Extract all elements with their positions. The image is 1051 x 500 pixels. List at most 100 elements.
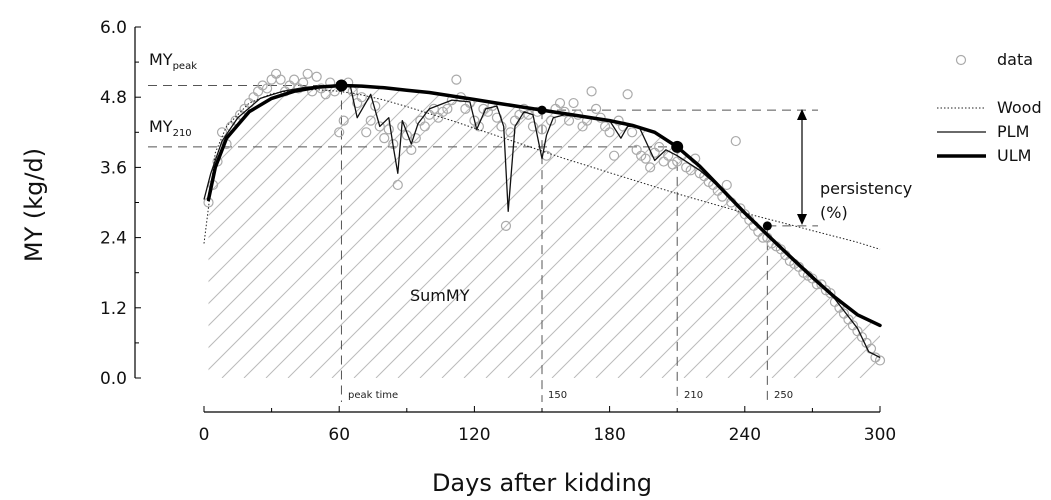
- hatch-line-19: [221, 85, 583, 378]
- x-tick-label-3: 180: [593, 425, 625, 445]
- hatch-line-49: [882, 18, 1051, 378]
- x-tick-label-0: 0: [199, 425, 210, 445]
- y-tick-label-4: 4.8: [100, 88, 127, 108]
- data-point-26: [320, 89, 331, 100]
- hatch-line-42: [727, 85, 881, 378]
- data-point-30: [338, 115, 349, 126]
- x-tick-label-1: 60: [328, 425, 350, 445]
- hatch-line-14: [208, 85, 473, 378]
- summy-label: SumMY: [410, 286, 470, 305]
- hatch-line-25: [353, 85, 715, 378]
- data-point-67: [505, 127, 516, 138]
- data-point-89: [604, 127, 615, 138]
- axes: [134, 27, 880, 413]
- hatch-line-11: [208, 85, 407, 378]
- data-point-24: [311, 71, 322, 82]
- legend: data Wood PLM ULM: [937, 50, 1042, 165]
- hatch-line-50: [904, 18, 1051, 378]
- my-210-sub: 210: [173, 128, 192, 139]
- data-point-98: [645, 162, 656, 173]
- data-point-138: [825, 288, 836, 299]
- my-peak-sub: peak: [173, 61, 198, 72]
- hatch-line-56: [1036, 18, 1051, 378]
- data-point-10: [248, 92, 259, 103]
- hatch-line-55: [1014, 18, 1051, 378]
- data-point-94: [627, 127, 638, 138]
- data-point-78: [554, 97, 566, 109]
- data-point-90: [609, 150, 620, 161]
- y-tick-label-0: 0.0: [100, 369, 127, 389]
- hatch-line-16: [208, 85, 517, 378]
- legend-plm-label: PLM: [997, 122, 1029, 141]
- my-peak-base: MY: [149, 50, 173, 69]
- hatch-line-17: [208, 85, 539, 378]
- hatch-line-9: [208, 85, 363, 378]
- hatch-line-32: [507, 85, 869, 378]
- hatch-line-12: [208, 85, 429, 378]
- hatch-line-44: [771, 85, 881, 378]
- x-axis-title: Days after kidding: [432, 469, 652, 497]
- hatch-line-37: [617, 85, 881, 378]
- data-point-46: [410, 133, 421, 144]
- data-point-42: [392, 179, 403, 191]
- hatch-line-36: [595, 85, 881, 378]
- highlight-point-0: [335, 79, 348, 92]
- hatch-line-27: [397, 85, 759, 378]
- hatch-line-38: [639, 85, 881, 378]
- data-point-83: [577, 121, 588, 132]
- marker-150-label: 150: [548, 390, 567, 401]
- persistency-arrow-head-down: [797, 214, 807, 225]
- persistency-arrow-head-up: [797, 109, 807, 120]
- x-ticks: 0 60 120 180 240 300: [199, 406, 896, 445]
- hatch-line-46: [815, 85, 881, 378]
- data-point-60: [473, 121, 485, 132]
- my-210-base: MY: [149, 117, 173, 136]
- legend-data-label: data: [997, 50, 1033, 69]
- summy-hatched-area: [208, 18, 1051, 378]
- data-point-100: [654, 141, 665, 153]
- hatch-line-8: [208, 85, 341, 378]
- hatch-line-48: [859, 85, 881, 378]
- data-point-14: [266, 74, 277, 85]
- data-point-81: [568, 97, 579, 109]
- hatch-line-45: [793, 85, 881, 378]
- data-point-65: [496, 121, 507, 132]
- data-point-93: [622, 89, 633, 100]
- data-point-34: [356, 92, 367, 103]
- legend-wood-label: Wood: [997, 98, 1042, 117]
- data-point-101: [658, 156, 669, 167]
- hatch-line-21: [265, 85, 627, 378]
- data-point-48: [419, 121, 430, 132]
- data-point-72: [527, 121, 539, 132]
- data-point-74: [536, 124, 548, 135]
- legend-ulm-label: ULM: [997, 146, 1031, 165]
- y-tick-label-5: 6.0: [100, 18, 127, 38]
- data-point-86: [590, 103, 602, 115]
- data-point-85: [586, 86, 597, 97]
- peak-time-label: peak time: [348, 390, 398, 401]
- x-tick-label-5: 300: [864, 425, 896, 445]
- my-210-label: MY210: [149, 117, 192, 139]
- persistency-label-line1: persistency: [820, 179, 912, 198]
- hatch-line-53: [970, 18, 1051, 378]
- data-point-97: [640, 153, 651, 164]
- persistency-arrow: [797, 109, 807, 225]
- hatch-line-26: [375, 85, 737, 378]
- hatch-line-18: [208, 85, 561, 378]
- hatch-line-23: [309, 85, 671, 378]
- data-point-11: [252, 86, 264, 97]
- data-point-117: [730, 135, 741, 147]
- hatch-line-15: [208, 85, 495, 378]
- y-tick-label-1: 1.2: [100, 299, 127, 319]
- hatch-line-29: [441, 85, 803, 378]
- y-axis-title: MY (kg/d): [20, 148, 48, 262]
- data-point-115: [721, 179, 732, 191]
- my-peak-label: MYpeak: [149, 50, 197, 72]
- highlight-point-1: [537, 105, 547, 115]
- persistency-label-line2: (%): [820, 203, 848, 222]
- data-point-13: [261, 83, 273, 94]
- data-point-38: [374, 121, 385, 132]
- x-tick-label-2: 120: [458, 425, 490, 445]
- series-ulm-line: [206, 83, 882, 328]
